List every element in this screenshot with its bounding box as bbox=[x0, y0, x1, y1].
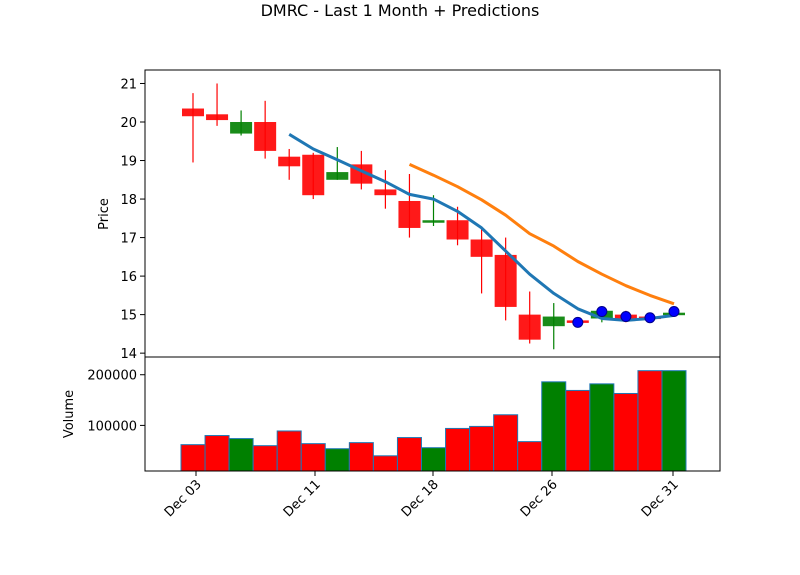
candle-body bbox=[494, 254, 517, 307]
candle bbox=[230, 110, 253, 136]
volume-bar bbox=[348, 442, 374, 472]
candle bbox=[374, 170, 397, 209]
candle-body bbox=[374, 189, 397, 196]
prediction-marker bbox=[596, 306, 608, 318]
candle bbox=[278, 148, 301, 180]
candle-body bbox=[206, 114, 229, 121]
volume-bar bbox=[565, 389, 591, 472]
candle-body bbox=[230, 122, 253, 134]
volume-bar bbox=[541, 381, 567, 472]
x-axis: Dec 03 Dec 11 Dec 18 Dec 26 Dec 31 bbox=[162, 471, 682, 520]
volume-bar bbox=[421, 447, 446, 472]
candle bbox=[206, 83, 229, 126]
price-tick-label: 20 bbox=[120, 116, 137, 131]
price-tick-label: 15 bbox=[120, 309, 137, 324]
candle bbox=[182, 93, 204, 163]
volume-bar bbox=[613, 392, 639, 472]
volume-bar bbox=[445, 427, 471, 472]
price-tick-label: 19 bbox=[120, 155, 137, 170]
volume-bar bbox=[469, 425, 495, 472]
candle-body bbox=[254, 122, 277, 151]
volume-bar bbox=[180, 444, 206, 472]
volume-axis-label: Volume bbox=[62, 390, 77, 438]
x-tick-label: Dec 11 bbox=[281, 477, 324, 520]
volume-bar bbox=[493, 414, 519, 472]
candle-body bbox=[326, 172, 349, 180]
volume-tick-label: 100000 bbox=[87, 419, 137, 434]
short-ma-line bbox=[288, 133, 675, 322]
prediction-marker bbox=[644, 312, 656, 324]
volume-bar bbox=[300, 443, 326, 472]
volume-bar bbox=[637, 370, 663, 472]
volume-bar bbox=[252, 445, 278, 472]
volume-bar bbox=[396, 437, 422, 472]
price-tick-label: 14 bbox=[120, 347, 137, 362]
volume-bar bbox=[204, 435, 230, 472]
price-frame bbox=[144, 69, 721, 358]
prediction-marker bbox=[572, 316, 584, 328]
price-panel: 14 15 16 17 18 19 20 21 bbox=[120, 69, 721, 362]
price-tick-label: 16 bbox=[120, 270, 137, 285]
candle bbox=[302, 152, 325, 200]
candle bbox=[254, 100, 277, 159]
x-tick-label: Dec 18 bbox=[399, 477, 442, 520]
price-tick-label: 18 bbox=[120, 193, 137, 208]
x-tick-label: Dec 26 bbox=[518, 477, 561, 520]
candle-body bbox=[278, 156, 301, 167]
price-tick-label: 21 bbox=[120, 77, 137, 92]
volume-bar bbox=[228, 438, 254, 472]
candle-body bbox=[518, 314, 541, 340]
x-tick-label: Dec 31 bbox=[639, 477, 682, 520]
price-tick-label: 17 bbox=[120, 232, 137, 247]
prediction-marker bbox=[668, 306, 680, 318]
volume-bar bbox=[276, 430, 302, 472]
chart-title: DMRC - Last 1 Month + Predictions bbox=[261, 1, 540, 20]
volume-bar bbox=[517, 441, 543, 472]
candle-body bbox=[446, 220, 469, 240]
candle bbox=[326, 147, 349, 180]
candle-body bbox=[398, 200, 421, 228]
volume-bar bbox=[324, 448, 350, 472]
candle bbox=[518, 291, 541, 344]
volume-tick-label: 200000 bbox=[87, 369, 137, 384]
candle bbox=[542, 303, 565, 350]
candle-body bbox=[182, 108, 204, 117]
volume-bar bbox=[372, 455, 398, 472]
candle bbox=[398, 174, 421, 238]
volume-bar bbox=[661, 370, 687, 472]
candle-body bbox=[302, 154, 325, 196]
candle bbox=[470, 227, 493, 294]
prediction-marker bbox=[620, 311, 632, 323]
candle-body bbox=[542, 316, 565, 327]
candle-body bbox=[422, 220, 445, 223]
x-tick-label: Dec 03 bbox=[162, 477, 205, 520]
long-ma-line bbox=[408, 163, 675, 306]
price-axis-label: Price bbox=[97, 198, 112, 230]
volume-bar bbox=[589, 383, 615, 472]
candle-body bbox=[470, 239, 493, 257]
volume-panel: 100000 200000 bbox=[87, 356, 721, 472]
